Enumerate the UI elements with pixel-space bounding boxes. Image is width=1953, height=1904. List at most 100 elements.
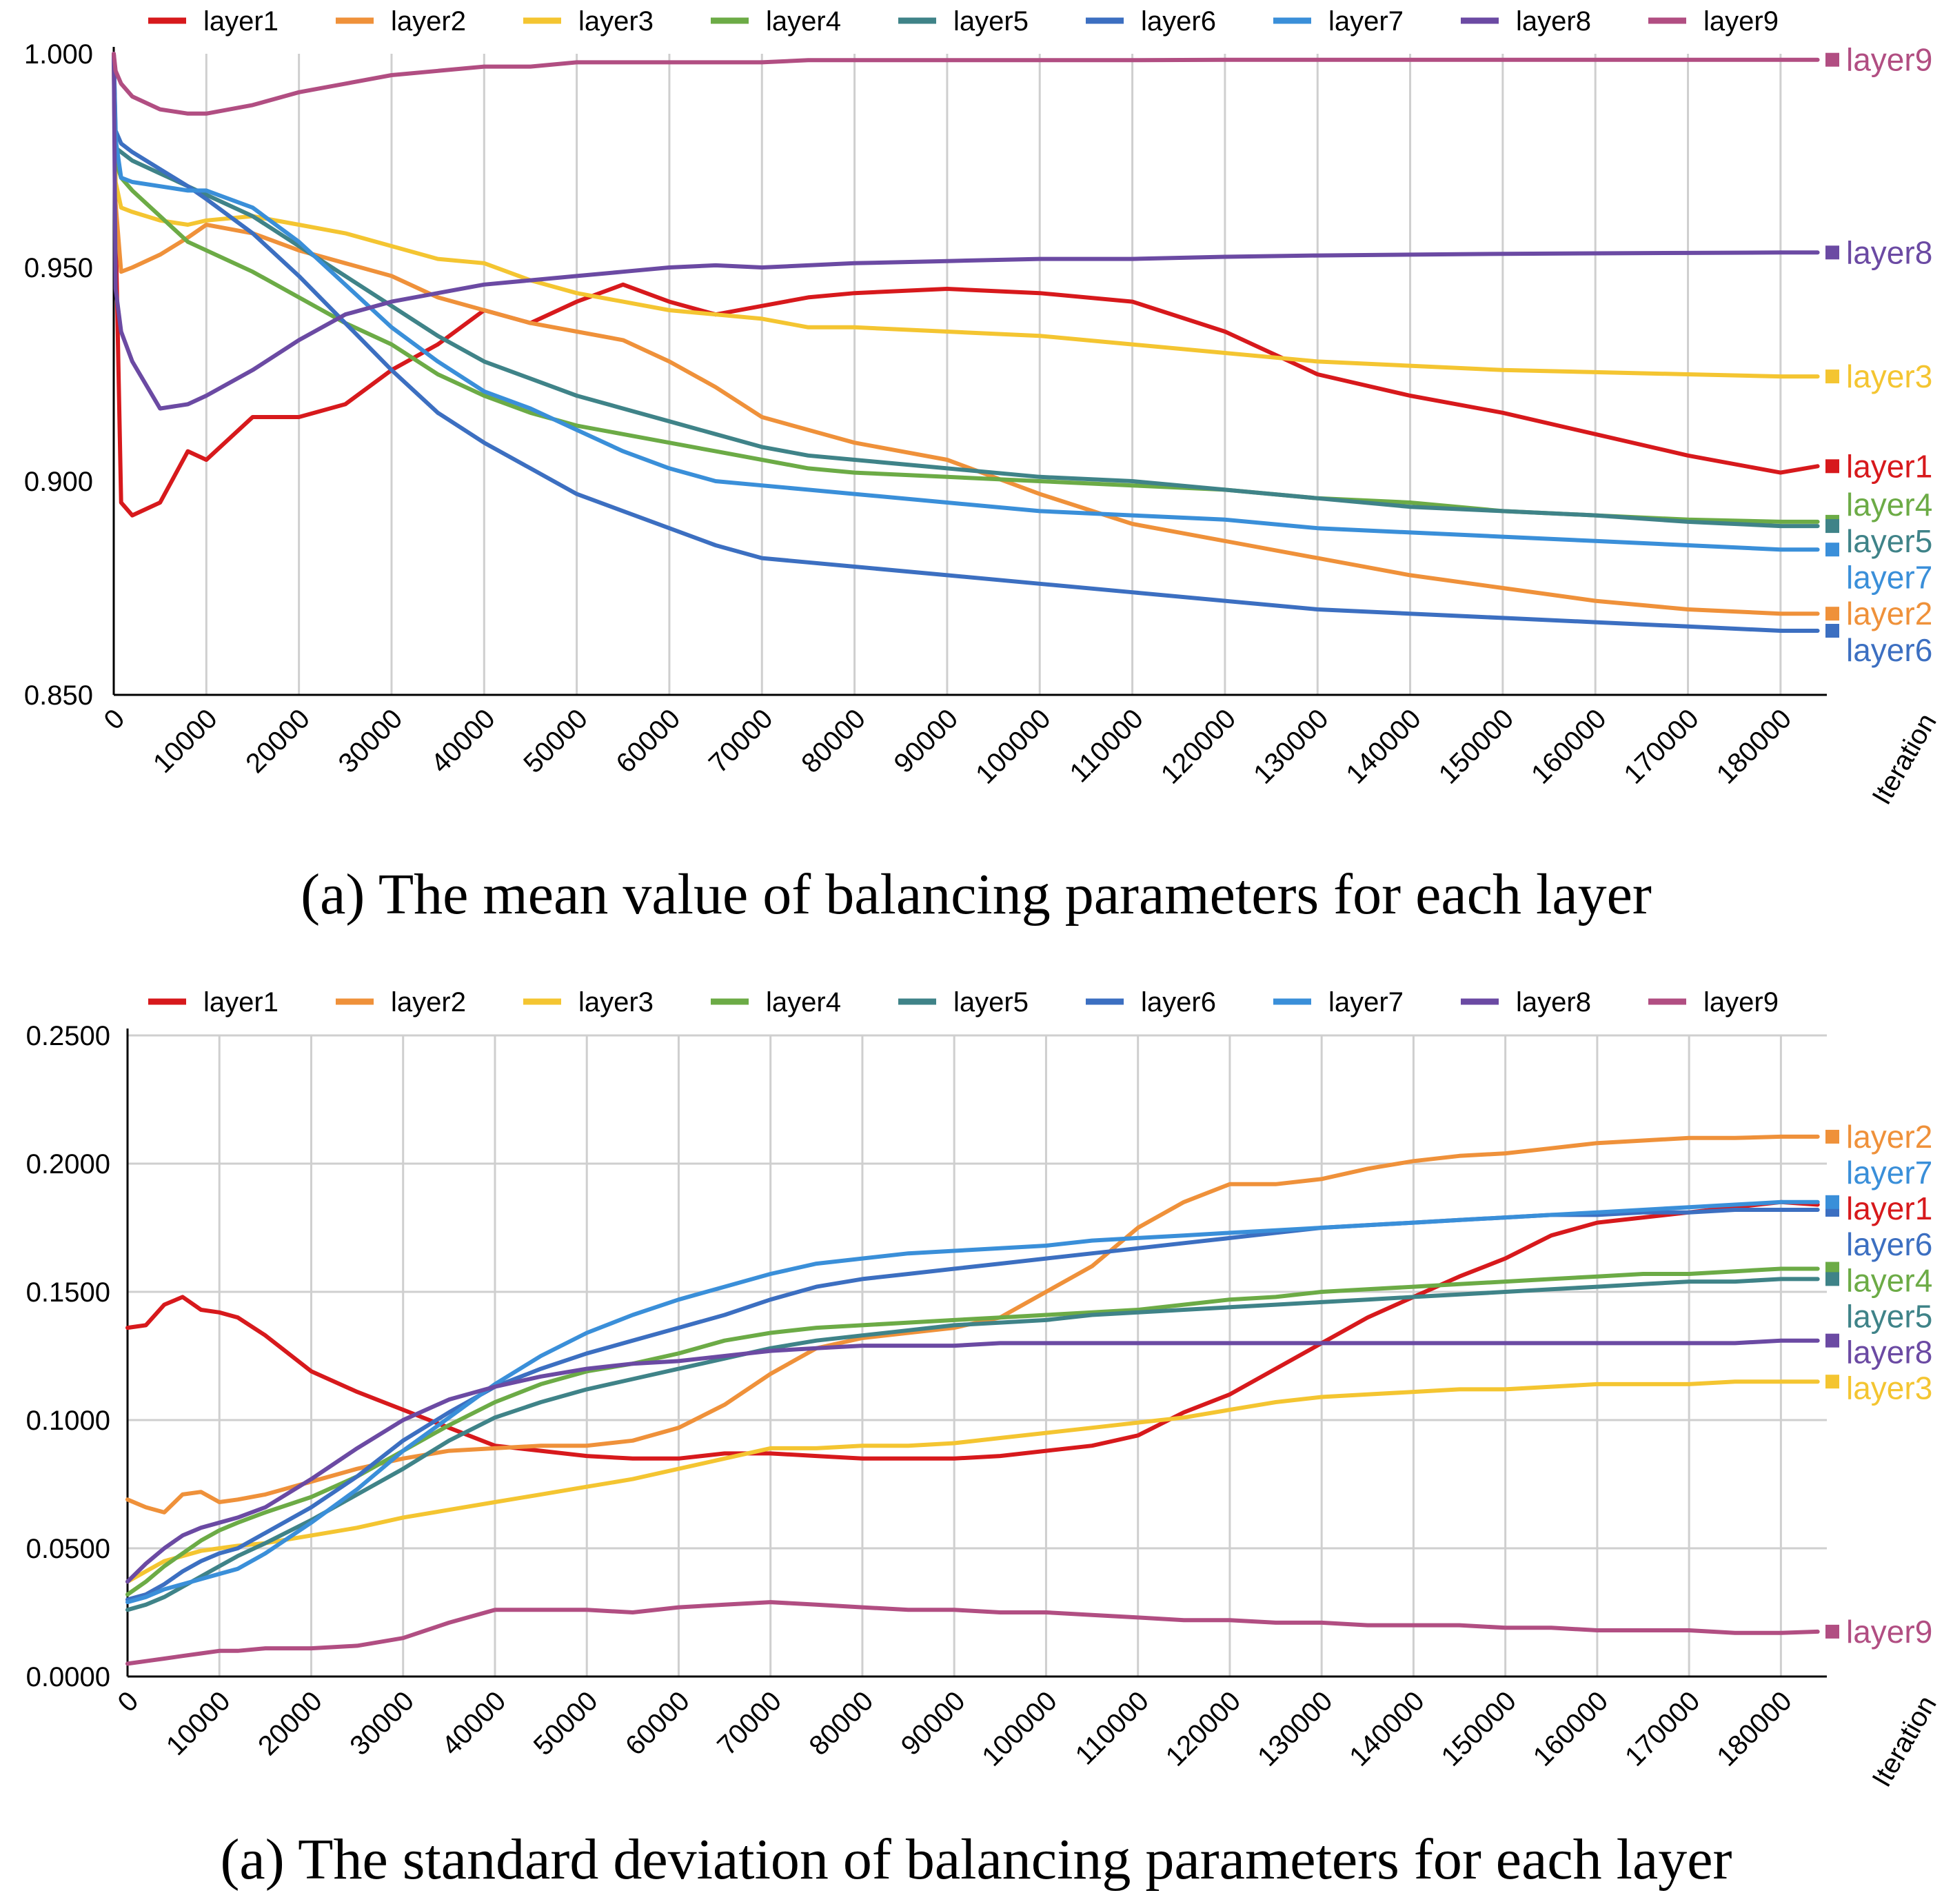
std-y-tick-label: 0.1500 [26, 1277, 110, 1308]
std-y-tick-label: 0.0500 [26, 1534, 110, 1564]
mean-legend-label-layer1: layer1 [203, 6, 279, 37]
std-end-label-layer8: layer8 [1846, 1334, 1932, 1370]
std-x-tick-label: 120000 [1160, 1685, 1247, 1772]
mean-x-tick-label: 180000 [1711, 703, 1798, 790]
mean-series-line-layer8 [112, 52, 1820, 411]
std-end-label-layer7: layer7 [1846, 1155, 1932, 1191]
mean-value-chart: 0 10000 20000 30000 40000 50000 60000 70000 8000… [24, 6, 1943, 810]
mean-legend-label-layer2: layer2 [391, 6, 466, 37]
std-series-line-layer7 [125, 1199, 1820, 1605]
std-end-label-layer4: layer4 [1846, 1262, 1932, 1298]
std-chart-caption: (a) The standard deviation of balancing … [220, 1827, 1732, 1892]
std-x-tick-label: 50000 [528, 1685, 604, 1761]
std-x-tick-label: 170000 [1619, 1685, 1706, 1772]
std-legend-label-layer7: layer7 [1328, 987, 1404, 1017]
std-y-tick-label: 0.2000 [26, 1149, 110, 1179]
std-series-line-layer6 [125, 1208, 1820, 1602]
mean-x-tick-label: 0 [99, 703, 131, 736]
mean-end-marker-layer6 [1825, 624, 1839, 638]
std-x-tick-label: 150000 [1436, 1685, 1523, 1772]
std-end-marker-layer7 [1825, 1195, 1839, 1209]
mean-end-label-layer8: layer8 [1846, 234, 1932, 270]
std-x-tick-label: 40000 [436, 1685, 512, 1761]
std-series-line-layer9 [125, 1600, 1820, 1666]
mean-series-line-layer9 [112, 52, 1820, 116]
std-y-tick-label: 0.2500 [26, 1021, 110, 1051]
mean-legend-label-layer7: layer7 [1328, 6, 1404, 37]
mean-end-label-layer4: layer4 [1846, 487, 1932, 523]
mean-x-tick-label: 30000 [333, 703, 409, 779]
std-x-tick-label: 60000 [620, 1685, 696, 1761]
mean-x-tick-label: 50000 [518, 703, 594, 779]
std-x-axis-title: Iteration [1866, 1691, 1942, 1792]
std-end-label-layer6: layer6 [1846, 1226, 1932, 1262]
std-end-label-layer3: layer3 [1846, 1370, 1932, 1406]
std-end-label-layer2: layer2 [1846, 1119, 1932, 1155]
std-legend: layer1 layer2 layer3 layer4 layer5 layer6 laye… [148, 987, 1779, 1017]
mean-x-tick-label: 70000 [703, 703, 779, 779]
mean-end-label-layer3: layer3 [1846, 358, 1932, 394]
std-legend-label-layer3: layer3 [578, 987, 654, 1017]
mean-x-tick-label: 140000 [1340, 703, 1427, 790]
mean-series-line-layer2 [112, 52, 1820, 616]
mean-legend: layer1 layer2 layer3 layer4 layer5 layer6 laye… [148, 6, 1779, 37]
mean-x-tick-label: 20000 [240, 703, 316, 779]
mean-end-marker-layer5 [1825, 519, 1839, 534]
mean-x-tick-label: 130000 [1248, 703, 1335, 790]
mean-legend-label-layer9: layer9 [1703, 6, 1779, 37]
std-series-line-layer5 [125, 1277, 1820, 1612]
mean-x-tick-label: 110000 [1064, 703, 1149, 788]
mean-x-tick-label: 150000 [1433, 703, 1520, 790]
mean-end-label-layer5: layer5 [1846, 523, 1932, 559]
std-x-tick-label: 20000 [252, 1685, 328, 1761]
std-x-tick-label: 140000 [1344, 1685, 1430, 1772]
std-x-tick-label: 130000 [1252, 1685, 1339, 1772]
std-x-tick-label: 0 [112, 1685, 145, 1718]
mean-series-line-layer4 [112, 52, 1820, 524]
std-end-marker-layer5 [1825, 1272, 1839, 1286]
std-x-tick-label: 110000 [1070, 1685, 1155, 1770]
mean-end-marker-layer1 [1825, 459, 1839, 474]
mean-end-marker-layer7 [1825, 543, 1839, 557]
mean-end-label-layer2: layer2 [1846, 596, 1932, 631]
mean-x-axis-title: Iteration [1866, 709, 1942, 810]
mean-end-label-layer1: layer1 [1846, 448, 1932, 484]
std-y-tick-label: 0.0000 [26, 1662, 110, 1692]
mean-end-marker-layer2 [1825, 607, 1839, 621]
mean-x-tick-label: 80000 [796, 703, 871, 779]
mean-y-tick-label: 1.000 [24, 39, 93, 70]
mean-x-tick-label: 120000 [1155, 703, 1242, 790]
std-legend-label-layer4: layer4 [766, 987, 841, 1017]
std-legend-label-layer6: layer6 [1141, 987, 1216, 1017]
mean-x-tick-label: 100000 [970, 703, 1057, 790]
std-x-tick-label: 80000 [804, 1685, 880, 1761]
std-end-label-layer5: layer5 [1846, 1298, 1932, 1334]
mean-end-marker-layer8 [1825, 245, 1839, 260]
std-x-tick-label: 100000 [976, 1685, 1063, 1772]
std-end-marker-layer9 [1825, 1624, 1839, 1639]
mean-end-label-layer6: layer6 [1846, 632, 1932, 668]
std-deviation-chart: 0 10000 20000 30000 40000 50000 60000 70000 8000… [26, 987, 1943, 1792]
mean-x-tick-label: 10000 [148, 703, 223, 779]
std-x-tick-label: 10000 [161, 1685, 236, 1761]
mean-end-marker-layer9 [1825, 52, 1839, 67]
mean-y-tick-label: 0.950 [24, 253, 93, 283]
mean-series-line-layer7 [112, 52, 1820, 552]
std-end-marker-layer3 [1825, 1375, 1839, 1389]
mean-legend-label-layer4: layer4 [766, 6, 841, 37]
std-legend-label-layer9: layer9 [1703, 987, 1779, 1017]
std-series-line-layer1 [125, 1199, 1820, 1461]
mean-y-tick-label: 0.900 [24, 467, 93, 497]
std-end-label-layer1: layer1 [1846, 1191, 1932, 1226]
std-series-line-layer4 [125, 1266, 1820, 1597]
mean-legend-label-layer6: layer6 [1141, 6, 1216, 37]
std-series-line-layer8 [125, 1338, 1820, 1584]
std-x-tick-label: 180000 [1711, 1685, 1798, 1772]
std-y-tick-label: 0.1000 [26, 1406, 110, 1436]
std-end-marker-layer2 [1825, 1129, 1839, 1144]
mean-series-line-layer6 [112, 52, 1820, 633]
mean-series-line-layer3 [112, 52, 1820, 379]
mean-x-tick-label: 90000 [889, 703, 964, 779]
mean-end-label-layer7: layer7 [1846, 560, 1932, 596]
